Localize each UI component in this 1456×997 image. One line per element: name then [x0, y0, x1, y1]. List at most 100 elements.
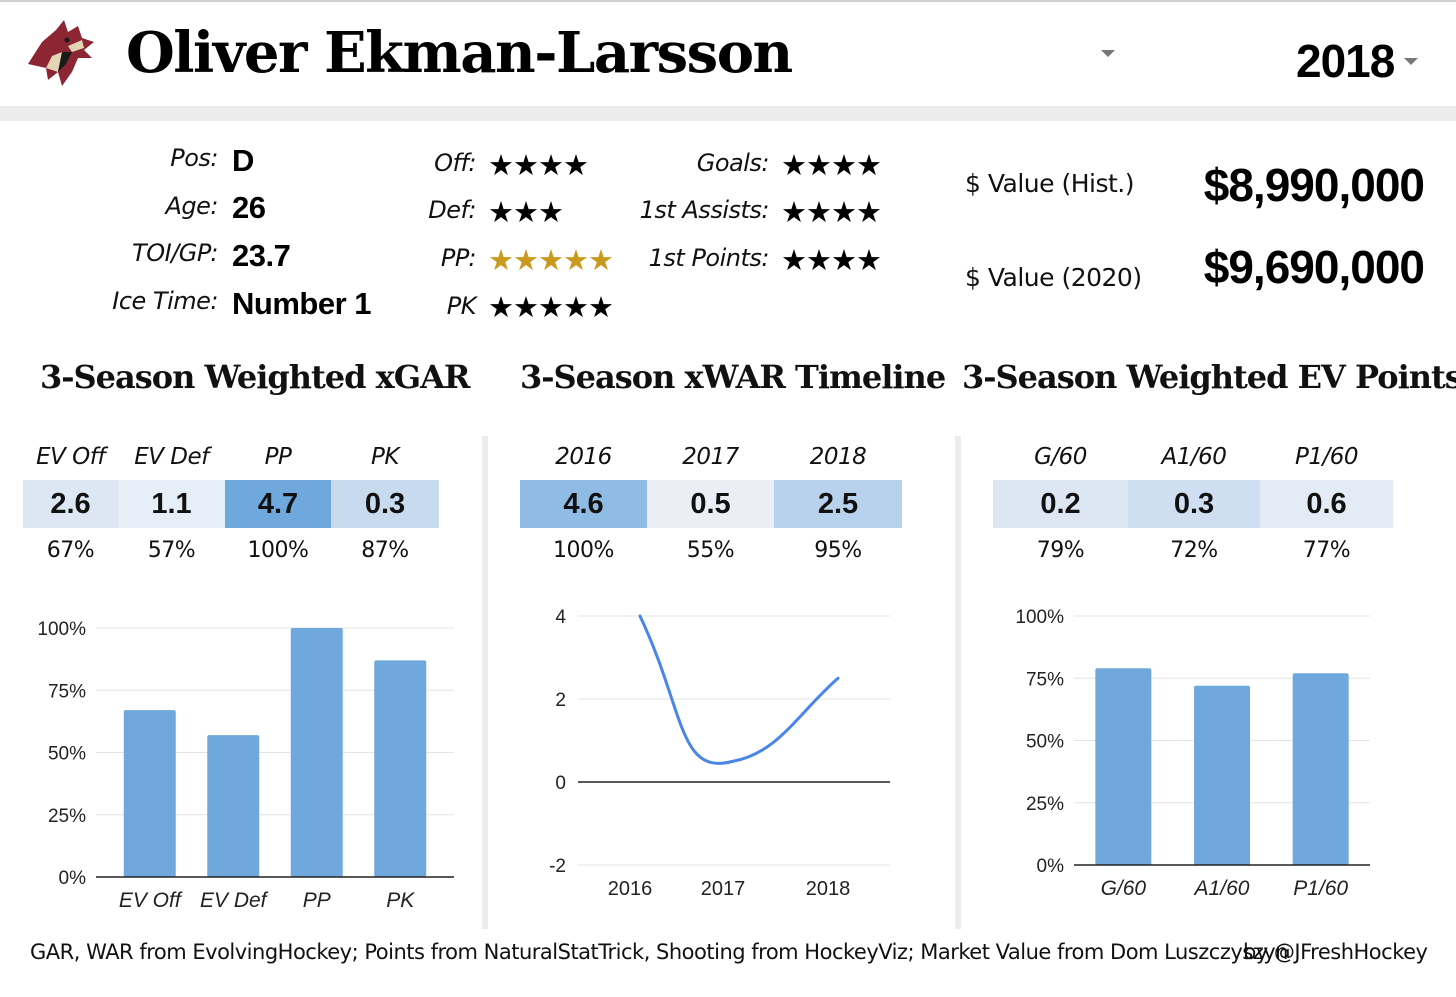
bio-value-icetime: Number 1: [232, 286, 371, 321]
ev-header: G/60: [1034, 444, 1087, 470]
xgar-bar: [290, 628, 343, 877]
rating-label-points: 1st Points:: [648, 244, 770, 272]
rating-stars-def: ★★★: [488, 195, 564, 229]
xgar-percentile: 57%: [147, 538, 196, 563]
xgar-y-tick-label: 25%: [48, 806, 86, 827]
author-credit: by @JFreshHockey: [1243, 940, 1428, 964]
ev-y-tick-label: 25%: [1026, 794, 1064, 815]
ev-percentile: 79%: [1036, 538, 1085, 563]
bio-label-age: Age:: [165, 192, 218, 220]
xwar-y-tick-label: -2: [549, 856, 566, 877]
bio-value-pos: D: [232, 143, 254, 178]
xwar-timeline-line-chart: -2 0 2 4 2016 2017 2018: [549, 607, 890, 900]
rating-stars-goals: ★★★★: [781, 148, 882, 182]
xgar-x-tick-label: EV Def: [200, 889, 269, 912]
rating-stars-off: ★★★★: [488, 148, 589, 182]
xwar-x-tick-label: 2018: [806, 878, 851, 900]
ev-x-tick-label: P1/60: [1293, 877, 1348, 900]
ev-x-tick-label: A1/60: [1193, 877, 1250, 900]
bio-value-age: 26: [232, 190, 266, 225]
xgar-value-cell: 1.1: [118, 480, 225, 528]
xgar-value-cell: 4.7: [225, 480, 331, 528]
ev-bar: [1095, 668, 1152, 865]
rating-label-def: Def:: [428, 196, 476, 224]
ev-header: P1/60: [1294, 444, 1359, 470]
section-divider: [482, 436, 488, 929]
xwar-x-tick-label: 2016: [608, 878, 653, 900]
ev-y-tick-label: 75%: [1026, 669, 1064, 690]
rating-stars-assists: ★★★★: [781, 195, 882, 229]
xwar-header: 2016: [555, 444, 612, 470]
xgar-percentile: 67%: [46, 538, 95, 563]
value-hist-amount: $8,990,000: [1203, 159, 1425, 211]
xgar-header: EV Off: [36, 444, 105, 470]
rating-label-pk: PK: [446, 292, 477, 320]
ev-y-tick-label: 50%: [1026, 732, 1064, 753]
header-band: [0, 106, 1456, 121]
xwar-percentile: 55%: [686, 538, 735, 563]
xwar-value-cell: 2.5: [774, 480, 902, 528]
xwar-percentile: 95%: [814, 538, 862, 563]
rating-stars-pk: ★★★★★: [488, 290, 614, 324]
ev-percentile: 77%: [1302, 538, 1351, 563]
xgar-section-title: 3-Season Weighted xGAR: [40, 358, 470, 396]
xwar-y-tick-label: 2: [555, 690, 566, 711]
player-dropdown-arrow-icon[interactable]: [1101, 50, 1115, 57]
section-divider: [955, 436, 961, 929]
rating-label-assists: 1st Assists:: [639, 196, 770, 224]
season-selector[interactable]: 2018: [1296, 35, 1395, 87]
xgar-value-cell: 0.3: [331, 480, 439, 528]
xwar-series-line: [638, 614, 840, 765]
xwar-x-tick-label: 2017: [701, 878, 746, 900]
xwar-value-cell: 4.6: [520, 480, 647, 528]
ev-header: A1/60: [1161, 444, 1227, 470]
xwar-value-cell: 0.5: [647, 480, 774, 528]
value-current-amount: $9,690,000: [1203, 241, 1425, 293]
xwar-header: 2018: [809, 444, 867, 470]
xgar-percentile-bar-chart: 0% 25% 50% 75% 100% EV Off EV Def PP PK: [37, 619, 454, 912]
ev-section-title: 3-Season Weighted EV Points: [962, 358, 1456, 396]
xwar-section-title: 3-Season xWAR Timeline: [520, 358, 946, 396]
xwar-y-tick-label: 0: [555, 773, 566, 794]
xgar-y-tick-label: 100%: [37, 619, 86, 640]
xwar-percentile: 100%: [553, 538, 614, 563]
ev-value-cell: 0.3: [1128, 480, 1260, 528]
xgar-x-tick-label: PP: [303, 889, 331, 912]
rating-label-goals: Goals:: [696, 149, 770, 177]
bio-label-pos: Pos:: [170, 144, 218, 172]
xgar-x-tick-label: PK: [386, 889, 415, 912]
top-border: [0, 0, 1456, 2]
xgar-header: PK: [371, 444, 399, 470]
value-hist-label: $ Value (Hist.): [965, 169, 1134, 198]
bio-value-toi: 23.7: [232, 238, 291, 273]
ev-value-cell: 0.2: [993, 480, 1128, 528]
xgar-y-tick-label: 75%: [48, 681, 86, 702]
xgar-header: EV Def: [134, 444, 209, 470]
rating-stars-pp: ★★★★★: [488, 243, 614, 277]
team-logo-icon: [28, 20, 94, 86]
bio-label-toi: TOI/GP:: [132, 239, 218, 267]
ev-bar: [1194, 685, 1250, 865]
ev-points-percentile-bar-chart: 0% 25% 50% 75% 100% G/60 A1/60 P1/60: [1015, 607, 1370, 900]
season-dropdown-arrow-icon[interactable]: [1404, 58, 1418, 65]
ev-y-tick-label: 0%: [1037, 856, 1065, 877]
sources-footer: GAR, WAR from EvolvingHockey; Points fro…: [30, 940, 1288, 964]
ev-percentile: 72%: [1170, 538, 1218, 563]
xgar-header: PP: [264, 444, 292, 470]
xgar-x-tick-label: EV Off: [119, 889, 183, 912]
ev-bar: [1292, 673, 1349, 865]
xgar-bar: [207, 735, 260, 877]
header: [0, 2, 1456, 106]
xgar-bar: [374, 660, 427, 877]
bio-label-icetime: Ice Time:: [112, 287, 218, 315]
value-current-label: $ Value (2020): [965, 263, 1142, 292]
xgar-percentile: 87%: [361, 538, 409, 563]
xgar-y-tick-label: 50%: [48, 744, 86, 765]
xwar-y-tick-label: 4: [555, 607, 566, 628]
ev-y-tick-label: 100%: [1015, 607, 1064, 628]
ev-x-tick-label: G/60: [1101, 877, 1147, 900]
xgar-percentile: 100%: [247, 538, 309, 563]
xgar-value-cell: 2.6: [23, 480, 118, 528]
rating-label-off: Off:: [434, 149, 476, 177]
xgar-y-tick-label: 0%: [59, 868, 87, 889]
